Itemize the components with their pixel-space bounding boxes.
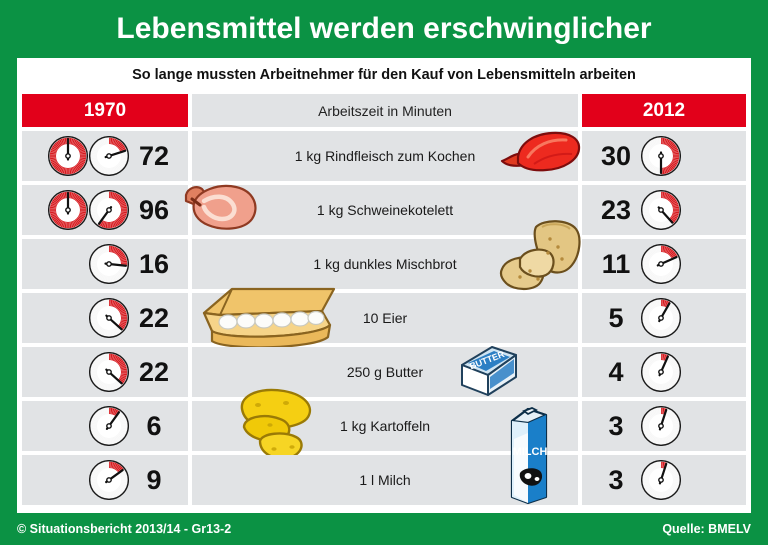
minutes-1970: 22 [138, 356, 170, 387]
cell-2012: 23 [582, 185, 746, 235]
minutes-2012: 30 [600, 140, 632, 171]
clock-2012 [641, 406, 681, 446]
minutes-2012: 23 [600, 194, 632, 225]
table-header-row: 1970 Arbeitszeit in Minuten 2012 [22, 94, 746, 127]
subtitle: So lange mussten Arbeitnehmer für den Ka… [132, 67, 636, 83]
clock-2012 [641, 190, 681, 230]
item-label: 1 kg Schweinekotelett [316, 202, 454, 218]
table-row: 22 10 Eier 5 [22, 287, 746, 349]
table-row: 22 250 g Butter BUTTER 4 [22, 346, 746, 397]
table-row: 96 1 kg Schweinekotelett 23 [22, 184, 746, 235]
cell-2012: 3 [582, 455, 746, 505]
year-label-1970: 1970 [83, 99, 127, 121]
cell-item: 1 kg Rindfleisch zum Kochen [192, 131, 581, 181]
item-label: 250 g Butter [346, 364, 424, 380]
item-label: 1 kg Kartoffeln [339, 418, 431, 434]
cell-item: 250 g Butter BUTTER [192, 346, 578, 397]
cell-2012: 4 [582, 347, 746, 397]
clock-2012 [641, 298, 681, 338]
clock-1970 [89, 298, 129, 338]
table-body: 72 1 kg Rindfleisch zum Kochen 30 96 1 kg Sc… [22, 131, 746, 505]
minutes-2012: 11 [601, 248, 631, 279]
minutes-1970: 6 [146, 410, 162, 441]
data-grid: 1970 Arbeitszeit in Minuten 2012 72 1 kg … [22, 94, 746, 506]
minutes-2012: 3 [608, 410, 624, 441]
table-row: 16 1 kg dunkles Mischbrot 11 [22, 220, 746, 291]
header-cell-2012: 2012 [582, 94, 746, 127]
clock-1970 [89, 460, 129, 500]
clock-2012 [641, 244, 681, 284]
minutes-2012: 3 [608, 464, 624, 495]
item-label: 10 Eier [362, 310, 408, 326]
minutes-2012: 4 [608, 356, 624, 387]
item-label: 1 l Milch [359, 472, 411, 488]
minutes-1970: 22 [138, 302, 170, 333]
page-title: Lebensmittel werden erschwinglicher [116, 12, 652, 45]
minutes-2012: 5 [608, 302, 624, 333]
clock-2012 [641, 136, 681, 176]
item-label: 1 kg Rindfleisch zum Kochen [294, 148, 476, 164]
item-label: 1 kg dunkles Mischbrot [313, 256, 457, 272]
minutes-1970: 72 [138, 140, 170, 171]
minutes-1970: 9 [146, 464, 162, 495]
cell-1970: 9 [22, 455, 188, 505]
table-row: 6 1 kg Kartoffeln 3 [22, 388, 746, 460]
clock-1970 [48, 190, 129, 230]
clock-1970 [89, 244, 129, 284]
title-bar: Lebensmittel werden erschwinglicher [0, 0, 768, 58]
clock-1970 [89, 406, 129, 446]
cell-1970: 72 [22, 131, 188, 181]
cell-item: 1 kg Schweinekotelett [184, 184, 578, 235]
minutes-1970: 96 [138, 194, 170, 225]
clock-2012 [641, 460, 681, 500]
header-cell-center: Arbeitszeit in Minuten [192, 94, 578, 127]
clock-1970 [48, 136, 129, 176]
footer-bar: © Situationsbericht 2013/14 - Gr13-2 Que… [0, 513, 768, 545]
unit-label: Arbeitszeit in Minuten [318, 102, 452, 119]
table-row: 9 1 l Milch MILCH 3 [22, 407, 746, 505]
footer-source-left: © Situationsbericht 2013/14 - Gr13-2 [17, 522, 232, 536]
cell-2012: 11 [582, 239, 746, 289]
cell-1970: 96 [22, 185, 188, 235]
cell-item: 1 l Milch MILCH [192, 407, 578, 505]
clock-1970 [89, 352, 129, 392]
cell-1970: 22 [22, 347, 188, 397]
cell-1970: 16 [22, 239, 188, 289]
footer-source-right: Quelle: BMELV [662, 522, 751, 536]
cell-2012: 30 [582, 131, 746, 181]
cell-1970: 6 [22, 401, 188, 451]
header-cell-1970: 1970 [22, 94, 188, 127]
cell-item: 1 kg dunkles Mischbrot [192, 220, 581, 291]
cell-item: 10 Eier [192, 287, 578, 349]
clock-2012 [641, 352, 681, 392]
cell-2012: 3 [582, 401, 746, 451]
year-label-2012: 2012 [642, 99, 686, 121]
minutes-1970: 16 [138, 248, 170, 279]
content-panel: So lange mussten Arbeitnehmer für den Ka… [17, 58, 751, 513]
cell-1970: 22 [22, 293, 188, 343]
table-row: 72 1 kg Rindfleisch zum Kochen 30 [22, 131, 746, 181]
cell-2012: 5 [582, 293, 746, 343]
cell-item: 1 kg Kartoffeln [192, 388, 578, 460]
